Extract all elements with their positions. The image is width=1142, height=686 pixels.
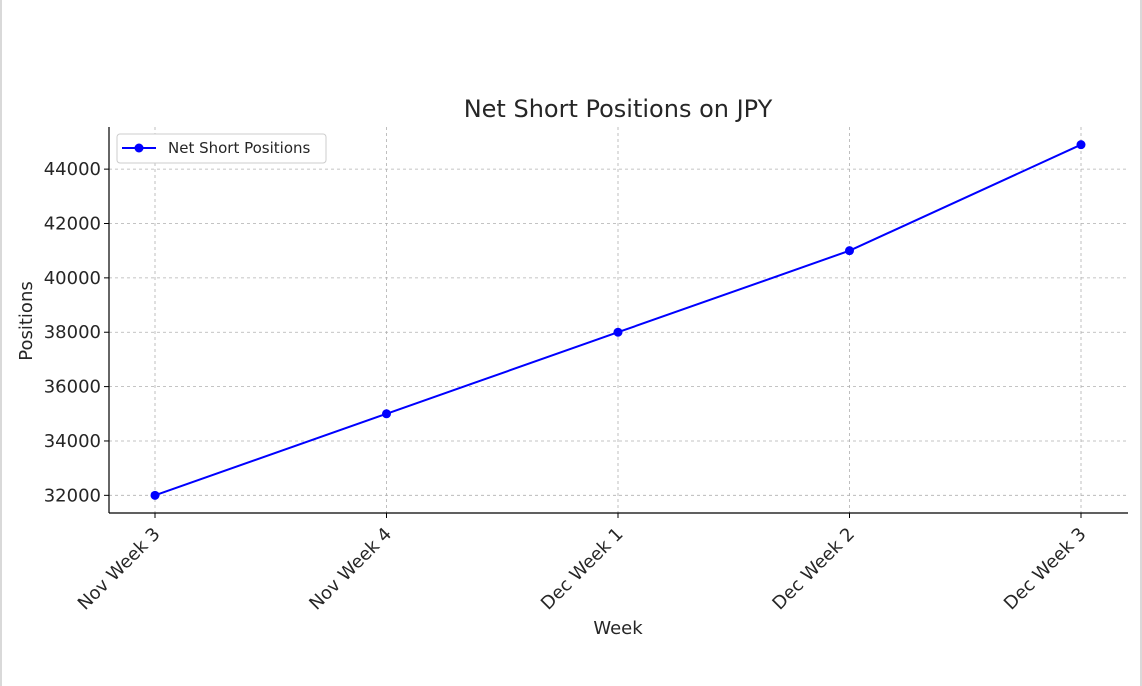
x-tick-label: Dec Week 1 (537, 524, 628, 615)
data-point (150, 490, 160, 500)
x-tick-label: Nov Week 3 (74, 524, 165, 615)
y-tick-label: 36000 (44, 377, 101, 398)
series-group (150, 140, 1086, 500)
data-point (1076, 140, 1086, 150)
data-point (382, 409, 391, 419)
y-tick-label: 44000 (44, 159, 101, 180)
legend-label: Net Short Positions (168, 139, 311, 157)
data-point (845, 246, 854, 256)
x-tick-label: Dec Week 2 (768, 524, 859, 615)
y-tick-label: 34000 (44, 431, 101, 452)
y-axis-ticks: 32000 34000 36000 38000 40000 42000 44000 (44, 159, 109, 506)
legend-marker (134, 143, 144, 153)
axes (108, 127, 1128, 514)
chart-title: Net Short Positions on JPY (464, 95, 773, 123)
grid-lines (109, 127, 1128, 513)
x-axis-ticks: Nov Week 3 Nov Week 4 Dec Week 1 Dec Week 2… (74, 513, 1091, 614)
legend: Net Short Positions (116, 133, 327, 164)
y-tick-label: 42000 (44, 214, 101, 235)
y-tick-label: 40000 (44, 268, 101, 289)
y-tick-label: 32000 (44, 485, 101, 506)
y-tick-label: 38000 (44, 322, 101, 343)
y-axis-label: Positions (16, 281, 37, 360)
legend-box (116, 133, 327, 164)
x-axis-label: Week (593, 618, 643, 639)
data-point (613, 327, 623, 337)
x-tick-label: Dec Week 3 (1000, 524, 1091, 615)
x-tick-label: Nov Week 4 (305, 524, 396, 615)
